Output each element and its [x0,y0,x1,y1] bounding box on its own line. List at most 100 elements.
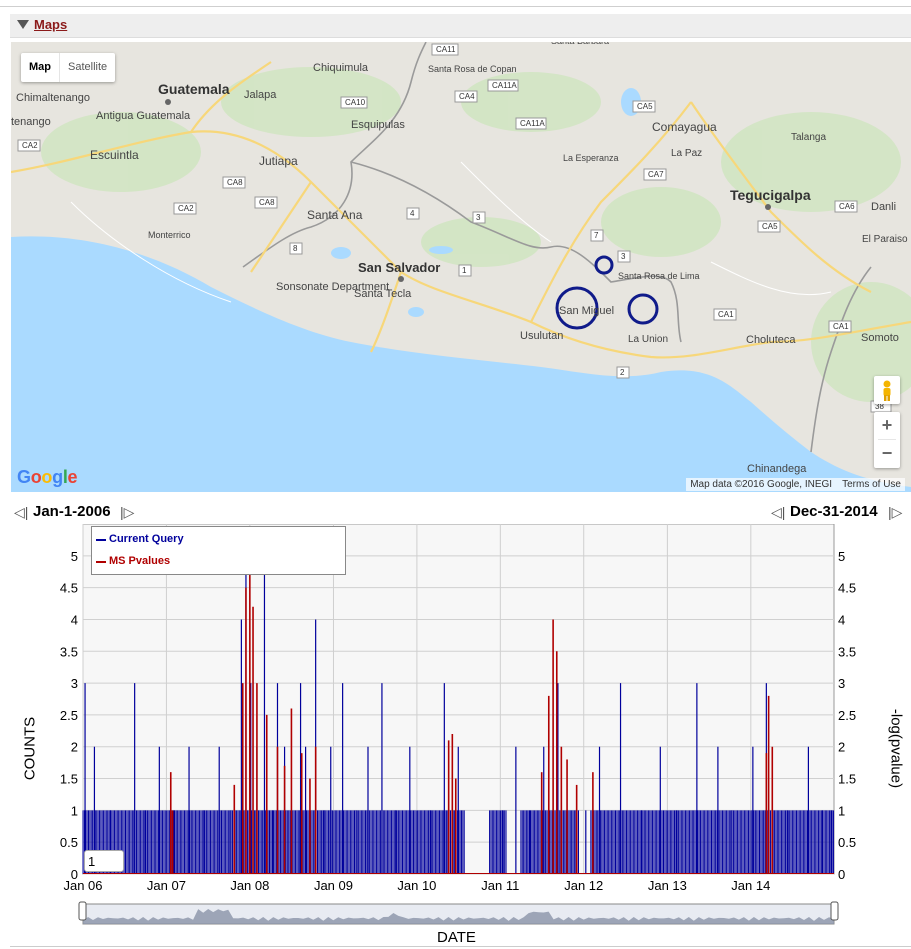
place-label: Talanga [791,132,826,143]
svg-text:CA1: CA1 [833,322,849,331]
y-tick-label: 0.5 [60,835,78,850]
route-shield: CA8 [254,196,278,209]
y-tick-label: 2.5 [60,708,78,723]
route-shield: 3 [472,211,486,224]
x-tick-label: Jan 10 [397,878,436,893]
maps-panel-title[interactable]: Maps [34,17,68,32]
y2-tick-label: 2 [838,740,845,755]
route-shield: CA11A [515,117,547,130]
step-forward-icon[interactable]: |▷ [120,504,135,520]
start-date: Jan-1-2006 [33,503,111,520]
route-shield: CA1 [713,308,737,321]
svg-text:CA11A: CA11A [492,81,517,90]
route-shield: CA10 [340,96,368,109]
y2-tick-label: 0.5 [838,835,856,850]
map-canvas: Chiquimula Santa Rosa de Copan Santa Bar… [11,42,911,492]
satellite-button[interactable]: Satellite [59,53,115,82]
place-label: Usulutan [520,330,563,342]
y2-tick-label: 2.5 [838,708,856,723]
map-view[interactable]: Chiquimula Santa Rosa de Copan Santa Bar… [11,42,911,492]
place-label: El Paraiso [862,234,908,245]
place-label: La Union [628,334,668,345]
svg-text:2: 2 [620,368,625,377]
y2-tick-label: 4.5 [838,581,856,596]
range-selector-sparkline [83,909,834,924]
zoom-control: + − [874,412,900,468]
place-label: Sonsonate Department [276,281,389,293]
place-label: Chiquimula [313,62,369,74]
y2-tick-label: 0 [838,867,845,882]
svg-text:3: 3 [621,252,626,261]
y2-tick-label: 1 [838,803,845,818]
svg-text:CA1: CA1 [718,310,734,319]
place-label: Santa Rosa de Lima [618,271,700,281]
route-shield: 2 [616,366,630,379]
x-tick-label: Jan 07 [147,878,186,893]
route-shield: CA6 [834,200,858,213]
y2-tick-label: 4 [838,612,845,627]
svg-text:CA7: CA7 [648,170,664,179]
route-shield: 8 [289,242,303,255]
place-label: Jalapa [244,89,277,101]
route-shield: CA4 [454,90,478,103]
y2-tick-label: 1.5 [838,772,856,787]
route-shield: CA1 [828,320,852,333]
pegman-icon[interactable] [874,376,900,404]
route-shield: CA2 [173,202,197,215]
place-label: Monterrico [148,230,191,240]
place-label: Santa Rosa de Copan [428,64,517,74]
map-attribution: Map data ©2016 Google, INEGI Terms of Use [686,478,905,491]
route-shield: CA7 [643,168,667,181]
range-handle-right[interactable] [830,901,839,921]
step-back-icon[interactable]: ◁| [14,504,29,520]
place-label: Santa Barbara [551,42,609,46]
end-step-back-icon[interactable]: ◁| [771,504,786,520]
route-shield: 3 [617,250,631,263]
svg-text:CA5: CA5 [762,222,778,231]
chart-svg[interactable]: 0 0.5 1 1.5 2 2.5 3 3.5 4 4.5 5 0 0.5 1 1.5 2 2.5 3 3.5 4 4.… [0,524,911,944]
y-tick-label: 3.5 [60,644,78,659]
svg-text:38: 38 [875,402,884,411]
place-label: Choluteca [746,334,796,346]
place-label: Chimaltenango [16,92,90,104]
zoom-separator [878,439,896,440]
place-label: Danli [871,201,896,213]
svg-text:7: 7 [594,231,599,240]
route-shield: CA11A [487,79,519,92]
y2-tick-label: 5 [838,549,845,564]
place-label: La Paz [671,148,702,159]
y2-tick-label: 3.5 [838,644,856,659]
place-label: Escuintla [90,148,139,162]
x-tick-label: Jan 12 [564,878,603,893]
svg-text:CA4: CA4 [459,92,475,101]
place-label: Somoto [861,332,899,344]
y-tick-label: 1.5 [60,772,78,787]
svg-text:3: 3 [476,213,481,222]
google-logo[interactable]: Google [17,467,78,487]
y-tick-label: 3 [71,676,78,691]
terms-link[interactable]: Terms of Use [842,479,901,490]
bottom-divider [10,946,911,947]
maps-panel-header[interactable]: Maps [10,14,911,38]
y2-tick-label: 3 [838,676,845,691]
zoom-out-button[interactable]: − [881,443,893,463]
svg-text:CA8: CA8 [259,198,275,207]
range-handle-left[interactable] [78,901,87,921]
end-step-forward-icon[interactable]: |▷ [888,504,903,520]
place-label: La Esperanza [563,153,619,163]
attribution-text: Map data ©2016 Google, INEGI [690,479,833,490]
place-label: Chinandega [747,463,807,475]
route-shield: CA5 [757,220,781,233]
triangle-down-icon[interactable] [17,20,29,29]
zoom-in-button[interactable]: + [881,415,893,435]
x-tick-label: Jan 14 [731,878,770,893]
place-label: Jutiapa [259,154,298,168]
x-tick-label: Jan 11 [481,878,519,893]
route-shield: 7 [590,229,604,242]
route-shield: CA2 [17,139,41,152]
timeline-bar: ◁| Jan-1-2006 |▷ ◁| Dec-31-2014 |▷ [10,498,911,524]
place-label: Comayagua [652,120,717,134]
value-box: 1 [84,850,124,872]
map-button[interactable]: Map [29,61,51,73]
x-axis-label: DATE [437,929,476,946]
